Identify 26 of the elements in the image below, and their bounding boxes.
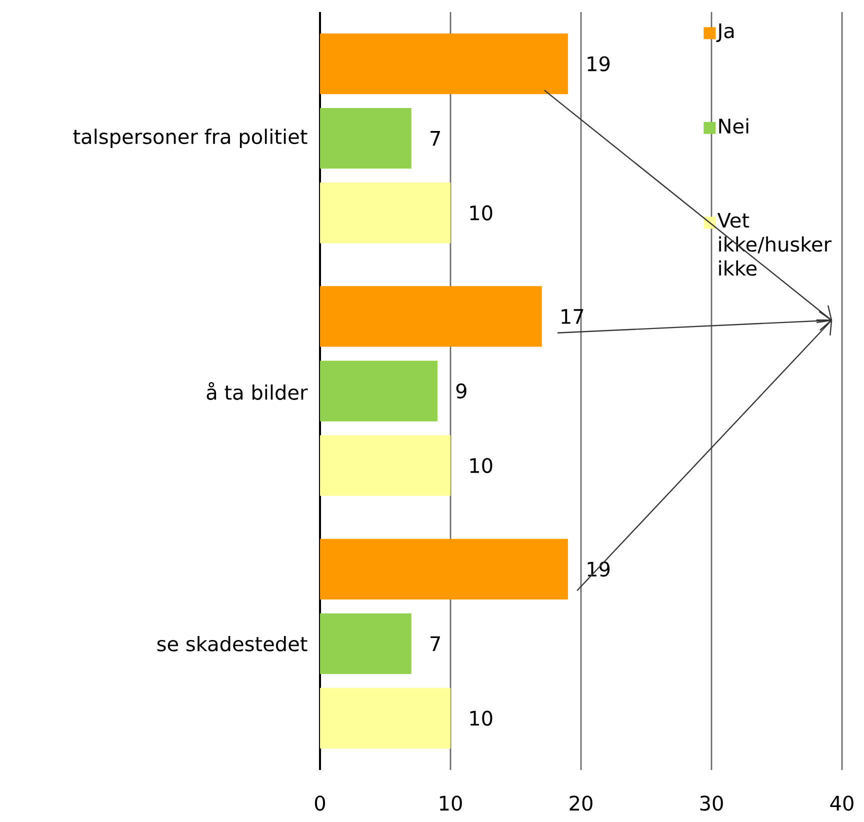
bar (320, 108, 412, 169)
data-label: 7 (430, 131, 440, 146)
bar (320, 286, 542, 347)
x-tick-label: 10 (440, 796, 462, 811)
data-label: 9 (456, 383, 466, 399)
y-tick-label: se skadestedet (157, 636, 308, 652)
bar (320, 360, 438, 422)
x-tick-label: 30 (700, 796, 723, 811)
bar (320, 182, 450, 244)
bar (320, 613, 412, 674)
legend-label: Ja (716, 23, 734, 42)
data-label: 7 (430, 636, 440, 651)
bar (320, 33, 568, 94)
x-tick-label: 40 (830, 796, 854, 811)
y-tick-label: talspersoner fra politiet (73, 128, 308, 148)
y-tick-label: å ta bilder (206, 382, 308, 400)
bar (320, 435, 450, 496)
x-tick-label: 0 (314, 796, 326, 811)
data-label: 10 (470, 710, 492, 726)
data-label: 19 (588, 56, 610, 72)
bar (320, 688, 450, 749)
bar (320, 538, 568, 600)
data-label: 10 (470, 458, 492, 474)
data-label: 10 (470, 205, 492, 220)
legend-label: Nei (719, 118, 748, 134)
x-tick-label: 20 (570, 796, 592, 811)
